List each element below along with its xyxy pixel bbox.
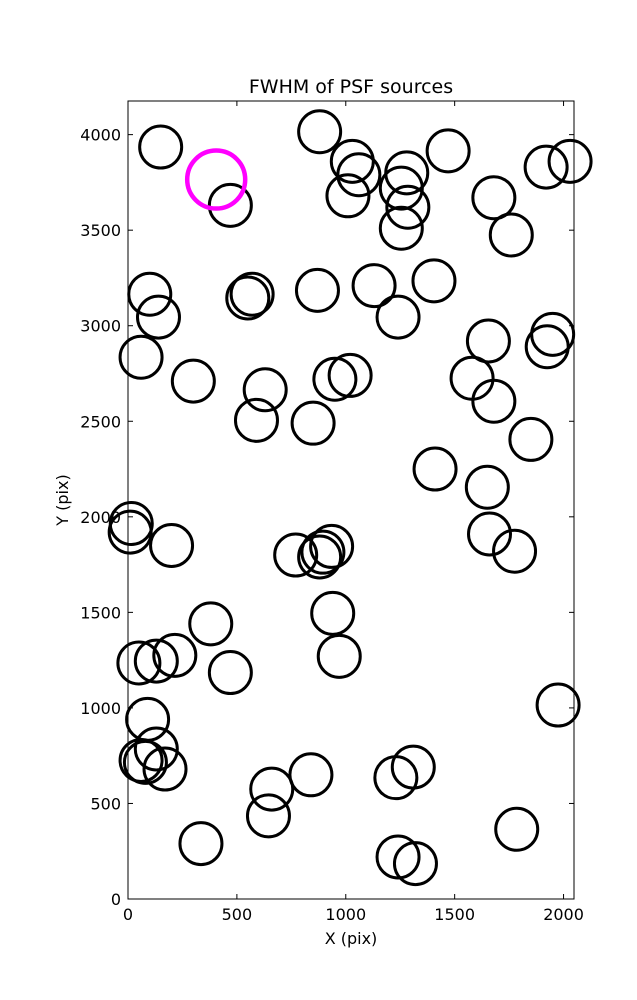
- y-tick-label: 1500: [80, 603, 121, 622]
- source-marker-26: [233, 397, 279, 443]
- source-marker-5: [325, 173, 371, 219]
- source-marker-63: [535, 682, 581, 728]
- source-marker-12: [488, 212, 534, 258]
- source-marker-54: [125, 696, 171, 742]
- x-tick-label: 1000: [325, 905, 366, 924]
- source-marker-7: [378, 165, 424, 211]
- source-marker-60: [288, 752, 334, 798]
- source-marker-10: [425, 128, 471, 174]
- source-marker-37: [508, 416, 554, 462]
- source-marker-13: [523, 144, 569, 190]
- source-marker-32: [471, 378, 517, 424]
- source-marker-66: [375, 834, 421, 880]
- y-tick-label: 3500: [80, 221, 121, 240]
- source-marker-11: [471, 175, 517, 221]
- chart-title: FWHM of PSF sources: [249, 76, 453, 98]
- source-marker-14: [547, 138, 593, 184]
- y-tick-label: 1000: [80, 699, 121, 718]
- source-marker-28: [312, 356, 358, 402]
- source-marker-36: [464, 464, 510, 510]
- source-marker-41: [273, 532, 319, 578]
- y-tick-label: 500: [90, 794, 121, 813]
- source-marker-9: [378, 205, 424, 251]
- source-marker-17: [225, 275, 271, 321]
- source-marker-22: [375, 294, 421, 340]
- source-marker-59: [249, 766, 295, 812]
- source-marker-50: [116, 640, 162, 686]
- source-marker-24: [170, 358, 216, 404]
- source-marker-4: [336, 152, 382, 198]
- source-marker-19: [294, 267, 340, 313]
- data-marks: [107, 109, 593, 887]
- y-tick-label: 4000: [80, 126, 121, 145]
- source-marker-2: [297, 109, 343, 155]
- source-marker-15: [127, 271, 173, 317]
- source-marker-57: [122, 739, 168, 785]
- source-marker-62: [390, 744, 436, 790]
- source-marker-43: [300, 529, 346, 575]
- source-marker-67: [392, 841, 438, 887]
- source-marker-44: [309, 523, 355, 569]
- x-tick-label: 500: [222, 905, 253, 924]
- y-tick-label: 0: [111, 890, 121, 909]
- source-marker-35: [412, 446, 458, 492]
- source-marker-18: [229, 271, 275, 317]
- x-tick-label: 1500: [434, 905, 475, 924]
- source-marker-46: [492, 528, 538, 574]
- y-tick-label: 3000: [80, 317, 121, 336]
- source-marker-1: [207, 182, 253, 228]
- source-marker-21: [411, 258, 457, 304]
- source-marker-20: [351, 263, 397, 309]
- source-marker-8: [385, 184, 431, 230]
- y-axis-label: Y (pix): [53, 474, 72, 526]
- source-marker-48: [310, 590, 356, 636]
- source-marker-65: [245, 793, 291, 839]
- source-marker-27: [290, 400, 336, 446]
- x-tick-label: 2000: [543, 905, 584, 924]
- plot-frame: [127, 100, 575, 900]
- source-marker-47: [188, 601, 234, 647]
- source-marker-52: [152, 632, 198, 678]
- source-marker-34: [524, 324, 570, 370]
- source-marker-45: [467, 511, 513, 557]
- source-marker-68: [494, 806, 540, 852]
- source-marker-40: [149, 522, 195, 568]
- source-marker-25: [242, 367, 288, 413]
- source-marker-53: [207, 650, 253, 696]
- x-axis-label: X (pix): [325, 929, 378, 948]
- x-tick-label: 0: [123, 905, 133, 924]
- source-marker-49: [316, 633, 362, 679]
- source-marker-51: [133, 638, 179, 684]
- source-marker-58: [142, 746, 188, 792]
- source-marker-55: [133, 726, 179, 772]
- source-marker-30: [449, 355, 495, 401]
- source-marker-23: [118, 334, 164, 380]
- y-axis-ticks: 0 500 1000 1500 2000 2500 3000 3500 4000: [80, 126, 574, 909]
- source-marker-64: [178, 821, 224, 867]
- source-marker-16: [135, 294, 181, 340]
- source-marker-42: [297, 534, 343, 580]
- source-marker-39: [107, 509, 153, 555]
- highlighted-source-marker: [184, 148, 248, 211]
- source-marker-29: [327, 352, 373, 398]
- y-tick-label: 2500: [80, 412, 121, 431]
- y-tick-label: 2000: [80, 508, 121, 527]
- source-marker-0: [138, 124, 184, 170]
- source-marker-31: [465, 318, 511, 364]
- x-axis-ticks: 0 500 1000 1500 2000: [123, 101, 584, 924]
